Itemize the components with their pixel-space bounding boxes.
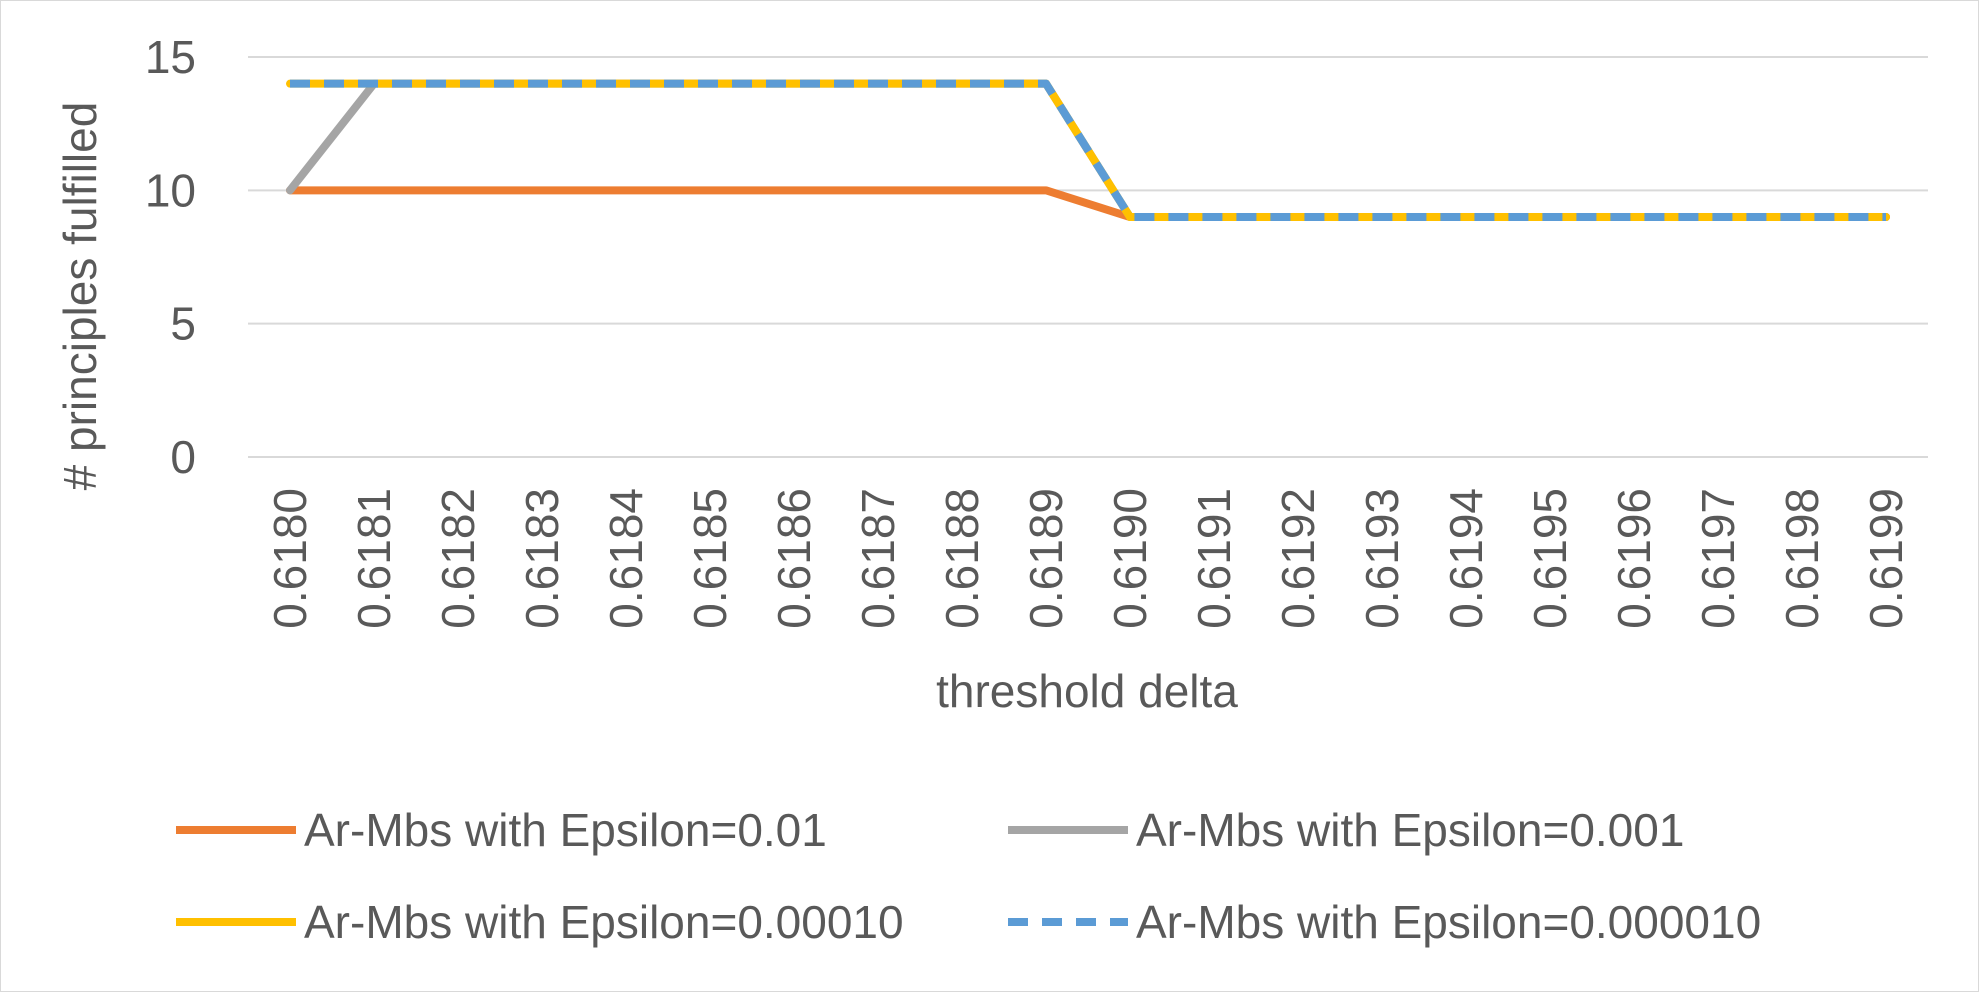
x-tick-label: 0.6187 xyxy=(852,488,904,629)
x-tick-label: 0.6186 xyxy=(768,488,820,629)
x-tick-label: 0.6199 xyxy=(1860,488,1912,629)
y-axis-ticks: 0 5 10 15 xyxy=(145,31,196,483)
legend-label: Ar-Mbs with Epsilon=0.000010 xyxy=(1136,896,1761,948)
x-tick-label: 0.6192 xyxy=(1272,488,1324,629)
x-tick-label: 0.6198 xyxy=(1776,488,1828,629)
x-tick-label: 0.6184 xyxy=(600,488,652,629)
series-line-3 xyxy=(290,79,1886,221)
x-tick-label: 0.6195 xyxy=(1524,488,1576,629)
legend-label: Ar-Mbs with Epsilon=0.01 xyxy=(304,804,827,856)
legend-label: Ar-Mbs with Epsilon=0.00010 xyxy=(304,896,904,948)
y-tick-label: 5 xyxy=(170,298,196,350)
x-tick-label: 0.6197 xyxy=(1692,488,1744,629)
x-tick-label: 0.6191 xyxy=(1188,488,1240,629)
y-tick-label: 0 xyxy=(170,431,196,483)
x-tick-label: 0.6194 xyxy=(1440,488,1492,629)
x-axis-title: threshold delta xyxy=(936,665,1238,717)
x-tick-label: 0.6189 xyxy=(1020,488,1072,629)
x-tick-label: 0.6190 xyxy=(1104,488,1156,629)
legend: Ar-Mbs with Epsilon=0.01 Ar-Mbs with Epsi… xyxy=(176,804,1761,948)
x-axis-ticks: 0.6180 0.6181 0.6182 0.6183 0.6184 0.6185 0.61… xyxy=(264,488,1912,629)
x-tick-label: 0.6188 xyxy=(936,488,988,629)
y-tick-label: 10 xyxy=(145,164,196,216)
x-tick-label: 0.6183 xyxy=(516,488,568,629)
series-lines xyxy=(286,79,1890,221)
legend-label: Ar-Mbs with Epsilon=0.001 xyxy=(1136,804,1684,856)
x-tick-label: 0.6180 xyxy=(264,488,316,629)
y-tick-label: 15 xyxy=(145,31,196,83)
y-axis-title: # principles fulfilled xyxy=(54,102,106,491)
x-tick-label: 0.6193 xyxy=(1356,488,1408,629)
x-tick-label: 0.6181 xyxy=(348,488,400,629)
x-tick-label: 0.6185 xyxy=(684,488,736,629)
gridlines xyxy=(248,56,1928,458)
x-tick-label: 0.6196 xyxy=(1608,488,1660,629)
x-tick-label: 0.6182 xyxy=(432,488,484,629)
